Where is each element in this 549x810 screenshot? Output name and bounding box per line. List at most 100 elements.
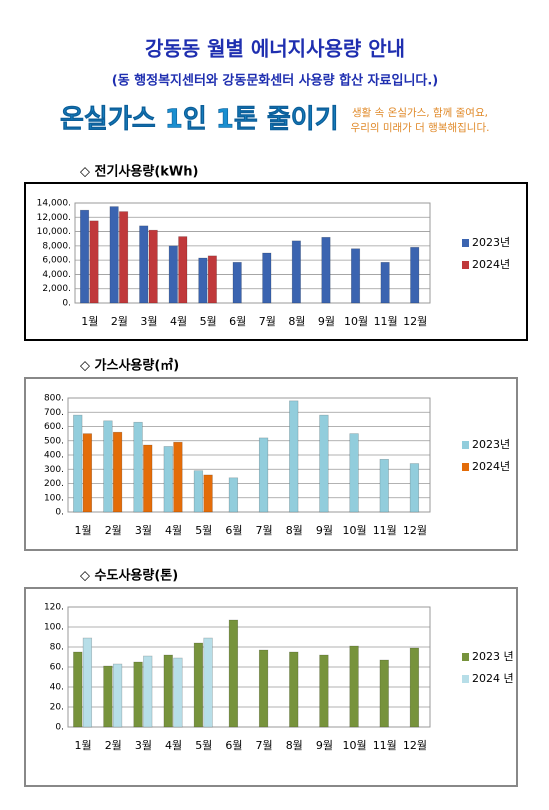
y-tick-label: 0. [62,299,71,309]
legend-swatch [462,675,469,683]
bar [262,252,272,304]
legend-label: 2023 년 [472,650,514,663]
bar [319,414,329,513]
bar [380,261,390,304]
bar [109,206,119,304]
bar [291,240,301,304]
chart-title: ◇ 가스사용량(㎥) [80,358,179,374]
y-tick-label: 4,000. [42,270,71,280]
bar [168,245,178,304]
bar [228,619,239,728]
y-tick-label: 40. [50,683,64,693]
y-tick-label: 100. [44,623,64,633]
y-tick-label: 14,000. [37,199,71,209]
bar [82,433,93,513]
y-tick-label: 0. [55,723,64,733]
x-tick-label: 2월 [105,739,122,752]
bar [321,236,331,304]
bar [409,647,420,728]
x-tick-label: 3월 [135,739,152,752]
x-tick-label: 5월 [195,739,212,752]
bar [173,657,183,728]
bar [112,431,123,513]
plot-wall [74,202,431,304]
bar [89,220,99,304]
chart-title: ◇ 수도사용량(톤) [80,568,178,584]
x-tick-label: 12월 [403,524,427,537]
bar [148,229,158,304]
legend-swatch [462,463,469,471]
bar [103,420,113,513]
x-tick-label: 10월 [344,315,368,328]
legend-label: 2024년 [472,460,510,473]
y-tick-label: 10,000. [37,227,71,237]
page-title: 강동동 월별 에너지사용량 안내 [145,37,405,61]
y-tick-label: 800. [44,394,64,404]
legend-label: 2023년 [472,236,510,249]
bar [193,642,204,728]
x-tick-label: 9월 [316,524,333,537]
x-tick-label: 6월 [225,524,242,537]
x-tick-label: 12월 [403,315,427,328]
x-tick-label: 3월 [135,524,152,537]
x-tick-label: 3월 [140,315,157,328]
bar [143,444,153,513]
y-tick-label: 0. [55,508,64,518]
x-tick-label: 11월 [373,739,397,752]
y-tick-label: 300. [44,465,64,475]
legend-label: 2024 년 [472,672,514,685]
page-subtitle: (동 행정복지센터와 강동문화센터 사용량 합산 자료입니다.) [112,73,439,89]
x-tick-label: 1월 [75,524,92,537]
bar [349,433,359,513]
y-tick-label: 20. [50,703,64,713]
slogan: 우리의 미래가 더 행복해집니다. [351,121,490,134]
x-tick-label: 5월 [195,524,212,537]
y-tick-label: 80. [50,643,64,653]
legend-swatch [462,441,469,449]
y-tick-label: 12,000. [37,213,71,223]
legend-swatch [462,653,469,661]
x-tick-label: 11월 [373,524,397,537]
x-tick-label: 9월 [316,739,333,752]
bar [73,651,83,728]
bar [258,437,269,513]
bar [112,663,123,728]
bar [80,209,90,304]
legend-label: 2023년 [472,438,510,451]
bar [351,248,361,304]
y-tick-label: 8,000. [42,241,71,251]
x-tick-label: 5월 [200,315,217,328]
y-tick-label: 6,000. [42,256,71,266]
bar [119,211,129,304]
x-tick-label: 4월 [170,315,187,328]
bar [198,257,208,304]
x-tick-label: 8월 [286,739,303,752]
slogan: 생활 속 온실가스, 함께 줄여요, [352,106,488,119]
y-tick-label: 100. [44,493,64,503]
x-tick-label: 6월 [225,739,242,752]
x-tick-label: 1월 [81,315,98,328]
bar [207,255,217,304]
x-tick-label: 2월 [105,524,122,537]
bar [410,246,420,304]
bar [203,474,213,513]
x-tick-label: 8월 [288,315,305,328]
x-tick-label: 11월 [374,315,398,328]
x-tick-label: 4월 [165,739,182,752]
legend-swatch [462,261,469,269]
bar [133,421,143,513]
bar [143,655,153,728]
bar [163,446,173,513]
x-tick-label: 7월 [256,524,273,537]
y-tick-label: 60. [50,663,64,673]
bar [178,236,188,304]
bar [193,470,204,513]
y-tick-label: 500. [44,436,64,446]
y-tick-label: 2,000. [42,284,71,294]
bar [203,637,213,728]
legend-swatch [462,239,469,247]
bar [163,654,173,728]
bar [379,458,389,513]
bar [409,463,420,513]
